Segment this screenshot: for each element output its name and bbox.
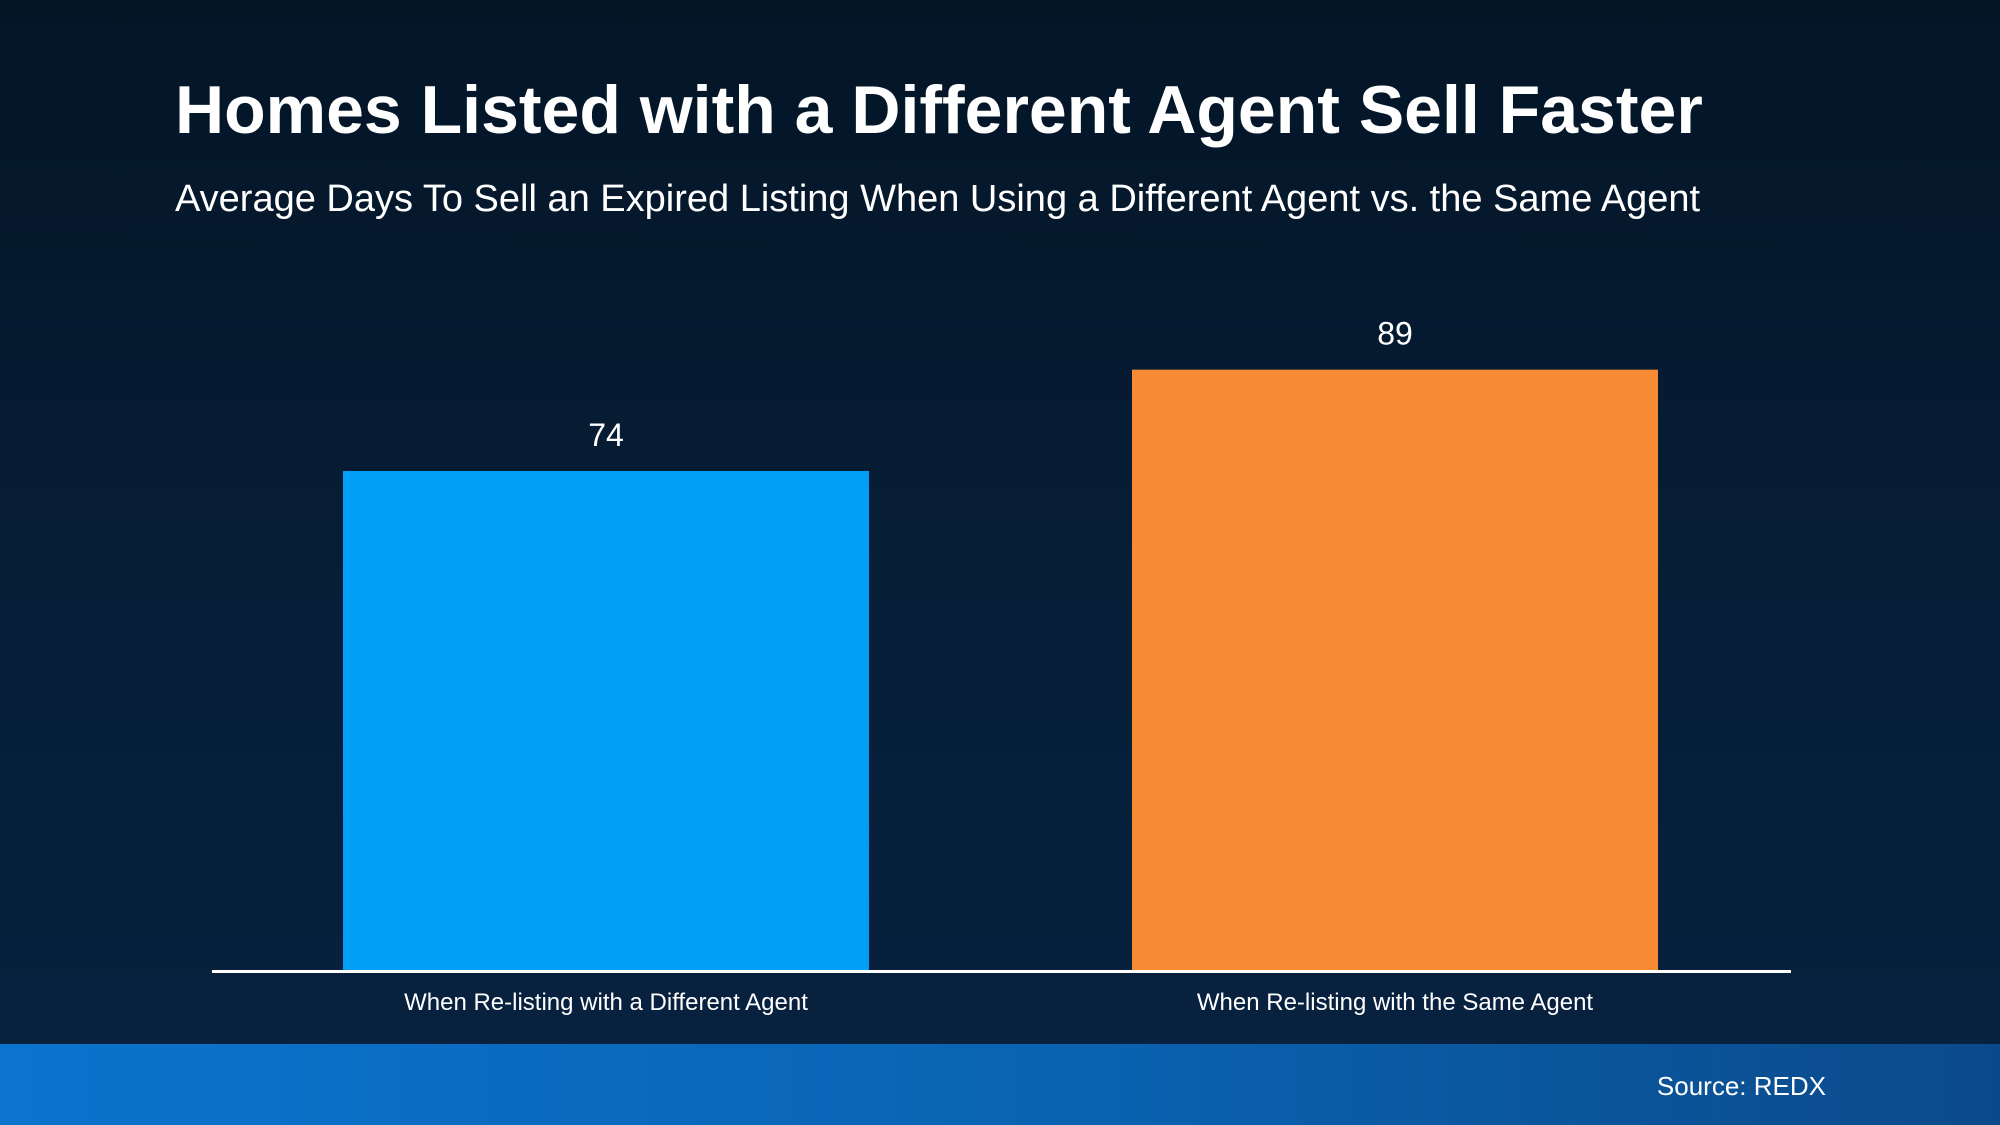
footer-bar: Source: REDX [0,1044,2000,1125]
category-label-2: When Re-listing with the Same Agent [1197,989,1594,1016]
source-label: Source: REDX [1656,1071,1826,1101]
data-label-2: 89 [1377,316,1413,352]
bar-2 [1132,369,1658,971]
category-label-1: When Re-listing with a Different Agent [404,989,808,1016]
data-label-1: 74 [588,417,624,453]
chart-title: Homes Listed with a Different Agent Sell… [175,72,1703,148]
chart-subtitle: Average Days To Sell an Expired Listing … [175,178,1701,220]
bar-1 [343,471,869,971]
